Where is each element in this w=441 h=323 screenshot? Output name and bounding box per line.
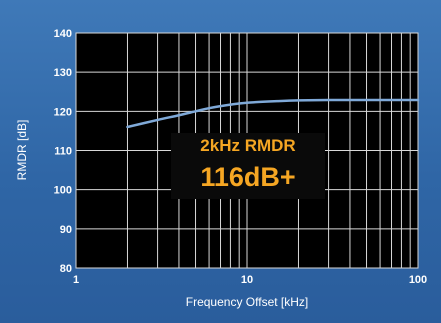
x-tick-label-10: 10 [241,274,253,286]
y-tick-label-110: 110 [54,146,72,158]
y-axis-label: RMDR [dB] [15,120,29,181]
y-tick-label-100: 100 [54,185,72,197]
x-tick-label-100: 100 [409,274,427,286]
x-axis-ticks: 1 10 100 [73,274,427,286]
badge-background [171,133,325,199]
x-axis-label: Frequency Offset [kHz] [186,295,309,309]
y-axis-ticks: 80 90 100 110 120 130 140 [54,28,72,275]
badge-value: 116dB+ [200,162,295,192]
x-tick-label-1: 1 [73,274,79,286]
rmdr-curve [126,98,420,129]
y-tick-label-140: 140 [54,28,72,40]
y-tick-label-130: 130 [54,67,72,79]
y-tick-label-80: 80 [60,263,72,275]
y-tick-label-90: 90 [60,224,72,236]
plot-border [75,32,419,269]
y-tick-label-120: 120 [54,106,72,118]
rmdr-badge: 2kHz RMDR 116dB+ [171,133,325,199]
badge-title: 2kHz RMDR [200,136,295,155]
